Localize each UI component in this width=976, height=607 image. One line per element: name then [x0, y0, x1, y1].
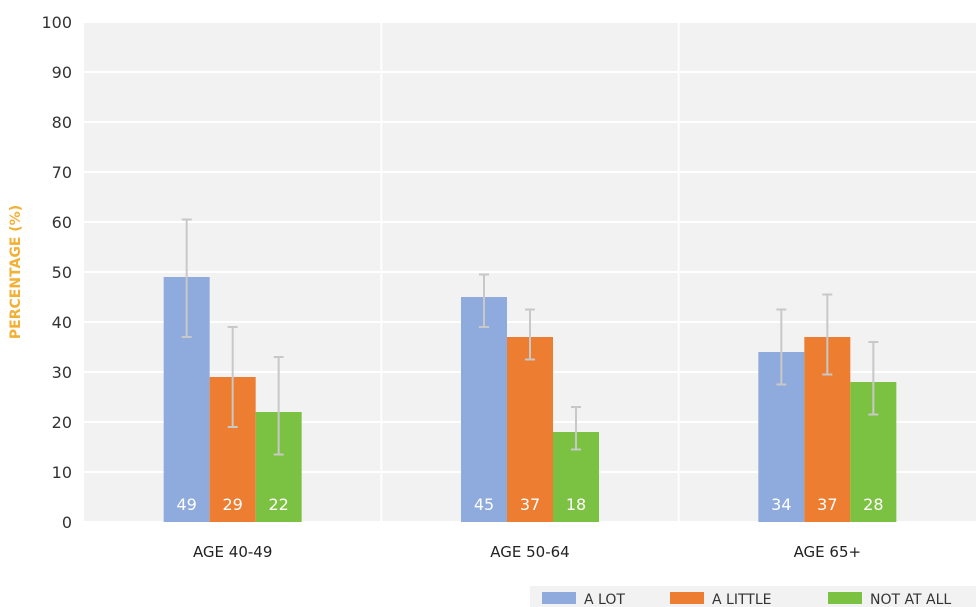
y-tick-label: 70: [52, 163, 72, 182]
data-label: 37: [520, 495, 540, 514]
data-labels: 49 29 22 45 37 18 34 37 28: [176, 495, 883, 514]
legend-label: A LITTLE: [712, 592, 771, 607]
legend-background: [530, 586, 976, 607]
data-label: 45: [474, 495, 494, 514]
legend-swatch: [542, 592, 576, 604]
y-tick-label: 0: [62, 513, 72, 532]
y-axis-ticks: 0 10 20 30 40 50 60 70 80 90 100: [41, 13, 72, 532]
data-label: 34: [771, 495, 791, 514]
error-bar: [868, 341, 879, 416]
error-bar: [181, 218, 192, 338]
y-axis-label: PERCENTAGE (%): [8, 205, 24, 339]
data-label: 49: [176, 495, 196, 514]
error-bar: [525, 308, 535, 361]
error-bars: [181, 218, 879, 456]
y-tick-label: 20: [52, 413, 72, 432]
bar-a-lot-1: [461, 297, 507, 522]
y-tick-label: 90: [52, 63, 72, 82]
data-label: 28: [863, 495, 883, 514]
legend-label: NOT AT ALL: [870, 592, 951, 607]
data-label: 29: [222, 495, 242, 514]
y-tick-label: 100: [41, 13, 72, 32]
legend-label: A LOT: [584, 592, 625, 607]
error-bar: [571, 406, 581, 451]
category-label: AGE 50-64: [490, 543, 569, 561]
y-tick-label: 80: [52, 113, 72, 132]
legend-swatch: [828, 592, 862, 604]
error-bar: [822, 293, 833, 376]
legend: A LOT A LITTLE NOT AT ALL: [530, 586, 976, 607]
category-label: AGE 65+: [794, 543, 862, 561]
y-tick-label: 60: [52, 213, 72, 232]
error-bar: [776, 308, 787, 386]
data-label: 18: [566, 495, 586, 514]
bars: [163, 277, 897, 522]
y-tick-label: 50: [52, 263, 72, 282]
data-label: 22: [268, 495, 288, 514]
y-tick-label: 30: [52, 363, 72, 382]
y-tick-label: 40: [52, 313, 72, 332]
legend-swatch: [670, 592, 704, 604]
category-label: AGE 40-49: [193, 543, 272, 561]
bar-a-little-1: [507, 337, 553, 522]
category-labels: AGE 40-49 AGE 50-64 AGE 65+: [193, 543, 861, 561]
y-tick-label: 10: [52, 463, 72, 482]
data-label: 37: [817, 495, 837, 514]
error-bar: [479, 273, 489, 328]
error-bar: [227, 326, 238, 428]
error-bar: [273, 356, 284, 456]
